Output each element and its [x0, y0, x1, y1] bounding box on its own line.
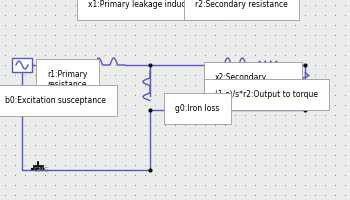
Text: x2:Secondary
leakage inductance: x2:Secondary leakage inductance [215, 73, 290, 92]
Text: (1-s)/s*r2:Output to torque: (1-s)/s*r2:Output to torque [215, 90, 318, 99]
Text: g0:Iron loss: g0:Iron loss [175, 104, 219, 113]
Text: GNG: GNG [34, 167, 50, 173]
Text: r2:Secondary resistance: r2:Secondary resistance [195, 0, 288, 9]
Text: r1:Primary
resistance: r1:Primary resistance [47, 70, 88, 89]
FancyBboxPatch shape [12, 58, 32, 72]
Text: x1:Primary leakage inductance: x1:Primary leakage inductance [88, 0, 207, 9]
Text: b0:Excitation susceptance: b0:Excitation susceptance [5, 96, 106, 105]
